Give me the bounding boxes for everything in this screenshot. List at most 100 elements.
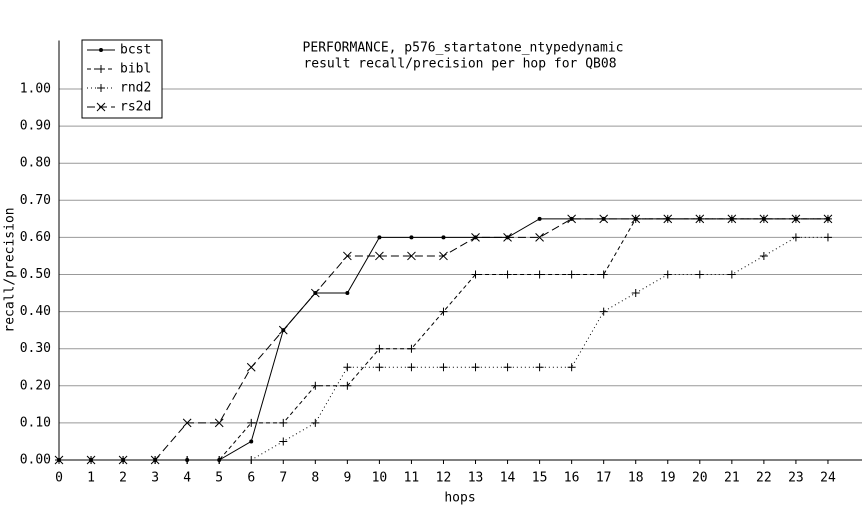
point [343,363,352,372]
point [439,251,448,261]
point [791,214,801,224]
point [247,418,256,427]
point [99,48,103,52]
point [631,214,641,224]
x-tick-label: 8 [311,471,319,486]
point [537,216,542,221]
point [599,214,609,224]
point [214,418,224,428]
point [823,233,832,242]
point [97,65,105,73]
y-tick-label: 0.50 [20,267,51,282]
x-tick-label: 23 [788,471,804,486]
point [535,233,544,242]
x-tick-label: 13 [468,471,484,486]
point [791,233,800,242]
point [471,233,480,242]
point [439,307,448,316]
point [471,270,480,279]
point [535,363,544,372]
point [409,235,414,240]
y-tick-label: 0.30 [20,341,51,356]
point [823,214,833,224]
x-tick-label: 7 [279,471,287,486]
x-tick-label: 16 [564,471,580,486]
legend-label: rnd2 [120,81,151,96]
x-tick-label: 1 [87,471,95,486]
x-tick-label: 3 [151,471,159,486]
point [407,363,416,372]
point [247,456,256,464]
x-tick-label: 17 [596,471,612,486]
point [503,233,512,242]
legend-label: rs2d [120,100,151,115]
point [150,455,160,465]
y-tick-label: 0.60 [20,230,51,245]
x-tick-label: 15 [532,471,548,486]
point [759,251,768,260]
point [377,235,382,240]
x-tick-label: 5 [215,471,223,486]
point [311,418,320,427]
point [249,439,254,444]
x-tick-label: 22 [756,471,772,486]
x-tick-label: 12 [436,471,452,486]
point [96,102,106,112]
point [278,325,288,335]
point [567,214,576,224]
x-tick-label: 14 [500,471,516,486]
x-tick-label: 2 [119,471,127,486]
point [567,270,576,279]
y-tick-label: 0.80 [20,156,51,171]
legend-box [81,39,163,119]
point [503,270,512,279]
point [441,235,446,240]
point [343,251,352,261]
point [343,381,352,390]
series-line [59,218,828,461]
legend-label: bcst [120,43,151,58]
point [279,437,288,446]
point [345,291,350,296]
chart-subtitle: result recall/precision per hop for QB08 [303,57,616,72]
point [246,362,256,372]
point [695,214,705,224]
point [727,214,737,224]
x-tick-label: 9 [343,471,351,486]
point [471,363,480,372]
point [439,363,448,372]
point [631,289,640,298]
y-tick-label: 0.00 [20,453,51,468]
y-tick-label: 0.20 [20,378,51,393]
y-axis-label: recall/precision [3,207,18,332]
point [183,456,192,464]
point [599,307,608,316]
point [311,381,320,390]
x-tick-label: 19 [660,471,676,486]
point [182,418,192,428]
x-tick-label: 6 [247,471,255,486]
x-tick-label: 11 [404,471,420,486]
series-line [59,218,828,461]
x-tick-label: 4 [183,471,191,486]
point [759,214,769,224]
point [54,455,64,465]
point [375,363,384,372]
x-tick-label: 20 [692,471,708,486]
point [279,418,288,427]
x-tick-label: 10 [372,471,388,486]
y-tick-label: 0.70 [20,193,51,208]
x-tick-label: 0 [55,471,63,486]
point [695,270,704,279]
chart-title: PERFORMANCE, p576_startatone_ntypedynami… [303,41,624,56]
point [407,344,416,353]
point [375,251,384,261]
point [375,344,384,353]
point [407,251,416,261]
point [97,84,105,92]
x-tick-label: 21 [724,471,740,486]
point [567,363,576,372]
point [599,270,608,279]
point [503,363,512,372]
